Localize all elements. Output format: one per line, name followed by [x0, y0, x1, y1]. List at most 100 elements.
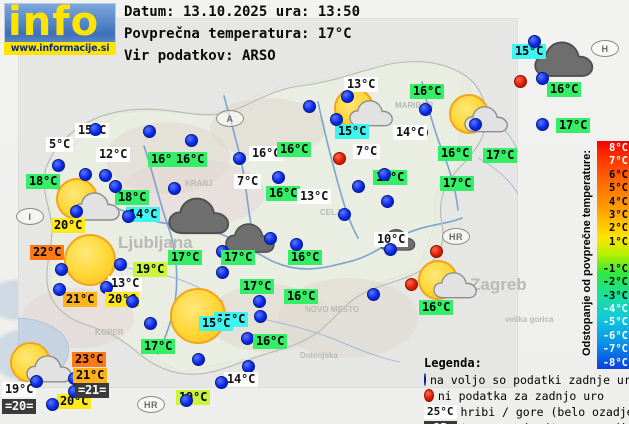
station-dot[interactable] [215, 376, 228, 389]
station-dot[interactable] [70, 205, 83, 218]
legend-item: 25°C hribi / gore (belo ozadje) [424, 404, 629, 419]
header-source: Vir podatkov: ARSO [124, 48, 276, 64]
station-dot[interactable] [79, 168, 92, 181]
station-dot[interactable] [272, 171, 285, 184]
temperature-label: 16°C [288, 250, 323, 265]
color-scale-tick: 7°C [609, 155, 628, 167]
station-dot[interactable] [290, 238, 303, 251]
temperature-label: 21°C [63, 292, 98, 307]
temperature-label: 17°C [168, 250, 203, 265]
color-scale-tick: 4°C [609, 196, 628, 208]
site-logo[interactable]: info www.informacije.si [4, 0, 116, 55]
station-dot-no-data[interactable] [333, 152, 346, 165]
station-dot[interactable] [168, 182, 181, 195]
station-dot[interactable] [52, 159, 65, 172]
header-date: Datum: 13.10.2025 ura: 13:50 [124, 4, 361, 20]
color-scale-tick: -3°C [602, 290, 628, 302]
station-dot[interactable] [264, 232, 277, 245]
temperature-label: 17°C [141, 339, 176, 354]
legend-item-label: na voljo so podatki zadnje ure [430, 372, 629, 387]
station-dot[interactable] [180, 394, 193, 407]
weather-symbol-cloud-icon [168, 196, 232, 260]
station-dot[interactable] [99, 169, 112, 182]
station-dot[interactable] [303, 100, 316, 113]
station-dot-no-data[interactable] [405, 278, 418, 291]
station-dot[interactable] [352, 180, 365, 193]
temperature-label: 13°C [344, 77, 379, 92]
temperature-label: 17°C [556, 118, 591, 133]
legend-blue-dot-icon [424, 373, 426, 386]
station-dot[interactable] [384, 243, 397, 256]
temperature-label: 18°C [26, 174, 61, 189]
country-code-h: H [591, 40, 619, 57]
station-dot[interactable] [46, 398, 59, 411]
station-dot[interactable] [330, 113, 343, 126]
station-dot[interactable] [233, 152, 246, 165]
color-scale-tick: 6°C [609, 169, 628, 181]
country-code-hr: HR [442, 228, 470, 245]
station-dot-no-data[interactable] [514, 75, 527, 88]
color-scale-tick: -5°C [602, 316, 628, 328]
temperature-label: 21°C [73, 368, 108, 383]
color-scale: Odstopanje od povprečne temperature: 8°C… [579, 141, 629, 369]
legend-chip: =25= [424, 420, 457, 424]
station-dot[interactable] [216, 266, 229, 279]
station-dot[interactable] [55, 263, 68, 276]
station-dot[interactable] [143, 125, 156, 138]
temperature-label: 16°C [284, 289, 319, 304]
station-dot[interactable] [89, 123, 102, 136]
station-dot[interactable] [536, 72, 549, 85]
temperature-label: 16°C [266, 186, 301, 201]
station-dot[interactable] [367, 288, 380, 301]
color-scale-tick: 1°C [609, 236, 628, 248]
temperature-label: 17°C [483, 148, 518, 163]
color-scale-tick: 2°C [609, 222, 628, 234]
temperature-label: 13°C [108, 276, 143, 291]
station-dot[interactable] [381, 195, 394, 208]
temperature-label: 23°C [72, 352, 107, 367]
temperature-label: 7°C [353, 144, 381, 159]
temperature-label: 15°C [335, 124, 370, 139]
color-scale-tick: -7°C [602, 343, 628, 355]
station-dot-no-data[interactable] [430, 245, 443, 258]
weather-symbol-sun-cloud-icon [418, 254, 477, 312]
station-dot[interactable] [185, 134, 198, 147]
color-scale-tick: -4°C [602, 303, 628, 315]
temperature-label: 12°C [96, 147, 131, 162]
station-dot[interactable] [144, 317, 157, 330]
station-dot[interactable] [254, 310, 267, 323]
temperature-label: 16°C [547, 82, 582, 97]
country-code-i: I [16, 208, 44, 225]
station-dot[interactable] [528, 35, 541, 48]
station-dot[interactable] [419, 103, 432, 116]
station-dot[interactable] [253, 295, 266, 308]
legend-item: =25= temp. morja (temno ozadje) [424, 420, 629, 424]
legend: Legenda: na voljo so podatki zadnje ure n… [424, 356, 629, 424]
logo-wordmark: info [8, 0, 100, 45]
legend-item-label: temp. morja (temno ozadje) [461, 421, 629, 424]
legend-red-dot-icon [424, 389, 434, 402]
station-dot[interactable] [378, 168, 391, 181]
station-dot[interactable] [126, 295, 139, 308]
legend-item: ni podatka za zadnjo uro [424, 388, 604, 403]
legend-title: Legenda: [424, 356, 482, 370]
temperature-label: 16°C [173, 152, 208, 167]
station-dot[interactable] [338, 208, 351, 221]
weather-symbol-sun-cloud-icon [449, 88, 508, 146]
temperature-label: 13°C [297, 189, 332, 204]
station-dot[interactable] [30, 375, 43, 388]
station-dot[interactable] [536, 118, 549, 131]
station-dot[interactable] [114, 258, 127, 271]
temperature-label: 18°C [115, 190, 150, 205]
station-dot[interactable] [122, 210, 135, 223]
temperature-label: 20°C [51, 218, 86, 233]
temperature-label: 16°C [438, 146, 473, 161]
station-dot[interactable] [469, 118, 482, 131]
station-dot[interactable] [53, 283, 66, 296]
station-dot[interactable] [109, 180, 122, 193]
color-scale-bar: 8°C 7°C 6°C 5°C 4°C 3°C 2°C 1°C -1°C -2°C -3°C -4°C… [597, 141, 629, 369]
color-scale-tick: 3°C [609, 209, 628, 221]
station-dot[interactable] [192, 353, 205, 366]
station-dot[interactable] [341, 90, 354, 103]
